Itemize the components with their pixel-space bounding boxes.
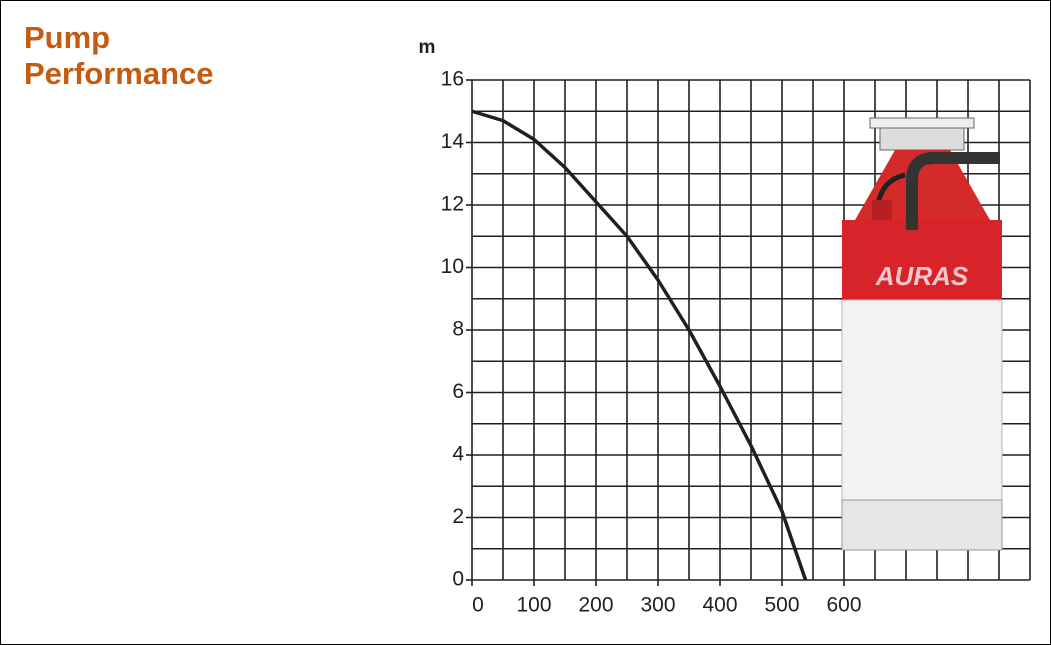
- x-tick-label: 500: [764, 594, 799, 617]
- y-tick-label: 0: [452, 568, 464, 591]
- y-tick-label: 4: [452, 443, 464, 466]
- pump-illustration: AURAS: [841, 117, 1003, 551]
- y-tick-label: 16: [441, 68, 464, 91]
- x-tick-label: 200: [578, 594, 613, 617]
- page-title: Pump Performance: [24, 20, 214, 91]
- x-tick-label: 0: [472, 594, 484, 617]
- y-tick-label: 2: [452, 505, 464, 528]
- x-tick-label: 600: [826, 594, 861, 617]
- curve: [471, 109, 808, 581]
- y-tick-label: 12: [441, 193, 464, 216]
- plot: 0 2 4 6 8 10 12 14 16 0 100 200 300 400 500 600: [441, 68, 862, 617]
- pump-brand: AURAS: [875, 261, 969, 291]
- x-tick-label: 300: [640, 594, 675, 617]
- y-tick-label: 8: [452, 318, 464, 341]
- y-tick-label: 6: [452, 380, 464, 403]
- x-tick-label: 400: [702, 594, 737, 617]
- y-tick-label: 10: [441, 255, 464, 278]
- y-tick-label: 14: [441, 130, 465, 153]
- y-axis-label: m: [419, 37, 436, 58]
- x-tick-label: 100: [516, 594, 551, 617]
